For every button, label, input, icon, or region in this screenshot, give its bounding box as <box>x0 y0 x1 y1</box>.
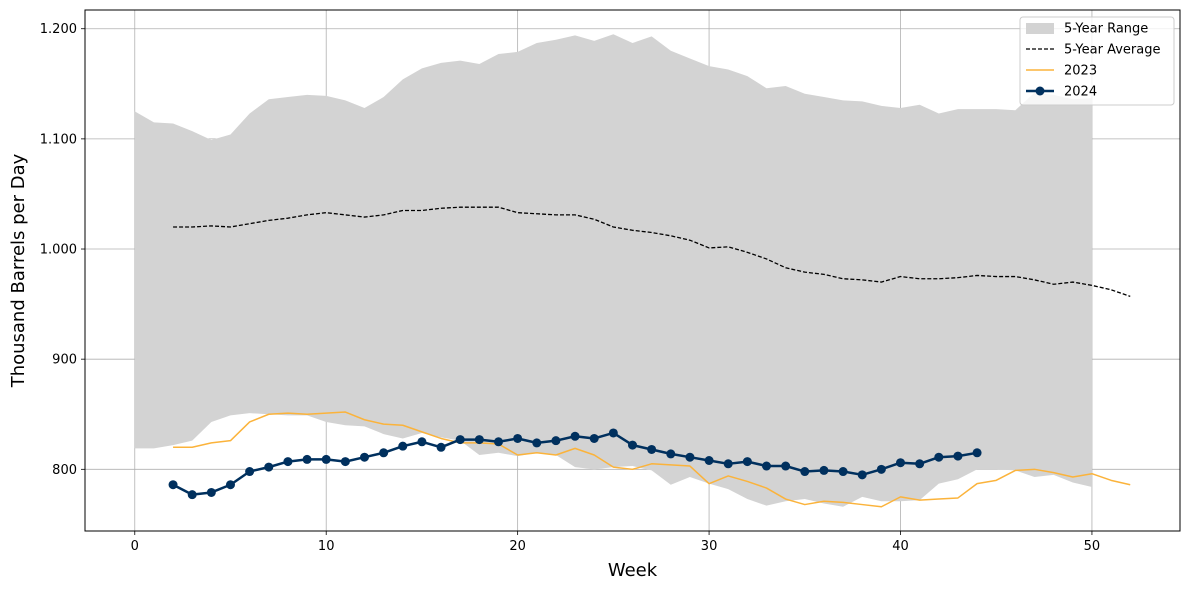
range-band <box>134 34 1092 507</box>
y-axis-title: Thousand Barrels per Day <box>8 153 29 388</box>
legend-swatch-range <box>1026 23 1054 34</box>
legend-label-range: 5-Year Range <box>1064 22 1148 37</box>
data-point-2024 <box>398 441 408 451</box>
y-tick-label: 1.000 <box>40 243 77 258</box>
data-point-2024 <box>876 464 886 474</box>
y-tick-label: 1.100 <box>40 132 77 147</box>
series-2023-line <box>173 411 1131 508</box>
series-average-line <box>173 206 1131 297</box>
data-point-2024 <box>819 465 829 475</box>
data-point-2024 <box>647 444 657 454</box>
range-layer <box>134 34 1092 507</box>
x-tick-label: 10 <box>318 539 335 554</box>
data-point-2024 <box>474 435 484 445</box>
data-point-2024 <box>723 459 733 469</box>
data-point-2024 <box>896 458 906 468</box>
data-point-2024 <box>551 436 561 446</box>
data-point-2024 <box>915 459 925 469</box>
legend-label-2023: 2023 <box>1064 64 1097 79</box>
data-point-2024 <box>302 454 312 464</box>
data-point-2024 <box>800 467 810 477</box>
legend-label-2024: 2024 <box>1064 85 1097 100</box>
data-point-2024 <box>589 433 599 443</box>
series-layer <box>168 206 1131 508</box>
data-point-2024 <box>934 452 944 462</box>
x-tick-label: 0 <box>131 539 139 554</box>
data-point-2024 <box>781 461 791 471</box>
x-tick-label: 50 <box>1084 539 1101 554</box>
y-tick-label: 800 <box>52 463 77 478</box>
data-point-2024 <box>762 461 772 471</box>
data-point-2024 <box>838 467 848 477</box>
data-point-2024 <box>953 451 963 461</box>
legend-frame <box>1019 16 1175 106</box>
data-point-2024 <box>666 449 676 459</box>
plot-frame <box>84 9 1181 532</box>
data-point-2024 <box>359 452 369 462</box>
data-point-2024 <box>245 467 255 477</box>
x-axis-title: Week <box>608 560 658 581</box>
x-tick-label: 40 <box>892 539 909 554</box>
data-point-2024 <box>972 448 982 458</box>
data-point-2024 <box>513 433 523 443</box>
legend: 5-Year Range 5-Year Average 2023 2024 <box>1019 16 1175 106</box>
data-point-2024 <box>570 431 580 441</box>
data-point-2024 <box>379 448 389 458</box>
data-point-2024 <box>417 437 427 447</box>
data-point-2024 <box>283 457 293 467</box>
x-tick-label: 20 <box>509 539 526 554</box>
data-point-2024 <box>455 435 465 445</box>
data-point-2024 <box>493 437 503 447</box>
data-point-2024 <box>685 452 695 462</box>
legend-marker-2024 <box>1035 86 1045 96</box>
y-tick-label: 900 <box>52 353 77 368</box>
data-point-2024 <box>436 442 446 452</box>
legend-label-average: 5-Year Average <box>1064 43 1160 58</box>
data-point-2024 <box>206 487 216 497</box>
data-point-2024 <box>321 454 331 464</box>
data-point-2024 <box>857 470 867 480</box>
y-tick-label: 1.200 <box>40 22 77 37</box>
data-point-2024 <box>628 440 637 450</box>
data-point-2024 <box>187 490 197 500</box>
data-point-2024 <box>608 428 618 438</box>
data-point-2024 <box>340 457 350 467</box>
x-tick-label: 30 <box>701 539 718 554</box>
data-point-2024 <box>704 456 714 466</box>
data-point-2024 <box>225 480 235 490</box>
data-point-2024 <box>742 457 752 467</box>
data-point-2024 <box>168 480 178 490</box>
tick-layer: 0 10 20 30 40 50 800 900 1.000 1.100 1.200 <box>40 22 1100 554</box>
data-point-2024 <box>264 462 274 472</box>
data-point-2024 <box>532 438 542 448</box>
